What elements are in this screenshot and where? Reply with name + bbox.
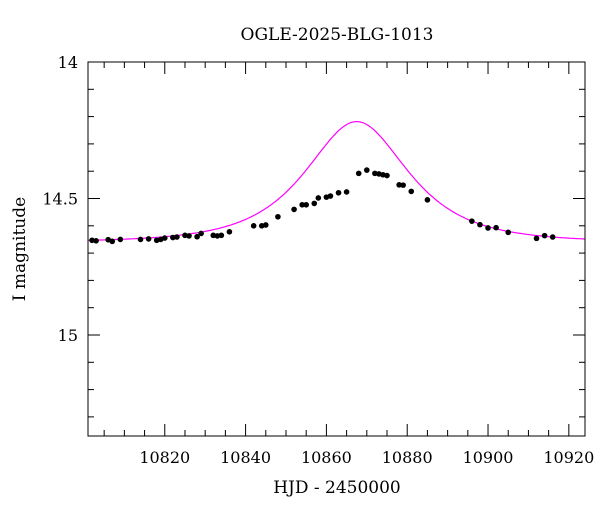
data-point	[384, 172, 390, 179]
data-point	[327, 193, 334, 199]
data-point	[194, 233, 200, 240]
data-point	[315, 195, 322, 201]
data-point	[198, 230, 204, 237]
data-points-layer	[89, 167, 556, 245]
data-point	[311, 200, 318, 207]
data-point	[355, 170, 362, 177]
data-point	[493, 224, 499, 231]
y-tick-label: 14.5	[42, 189, 78, 208]
data-point	[549, 234, 556, 240]
data-point	[408, 188, 415, 195]
x-tick-label: 10840	[220, 448, 271, 467]
data-point	[93, 238, 99, 244]
data-point	[186, 233, 192, 239]
data-point	[396, 182, 402, 188]
x-tick-label: 10900	[463, 448, 514, 467]
data-point	[364, 167, 370, 173]
axis-ticks-layer: 10820 10840 10860 10880 10900 10920 14 14.5 15	[42, 53, 594, 467]
data-point	[343, 189, 350, 195]
data-point	[505, 229, 512, 236]
data-point	[145, 236, 152, 242]
x-tick-label: 10920	[543, 448, 594, 467]
data-point	[303, 201, 309, 208]
model-curve	[88, 120, 586, 241]
x-tick-label: 10860	[301, 448, 352, 467]
data-point	[291, 206, 297, 213]
data-point	[533, 235, 540, 242]
data-point	[117, 236, 124, 243]
data-point	[400, 182, 406, 188]
y-tick-label: 15	[58, 326, 78, 345]
data-point	[218, 232, 225, 239]
data-point	[161, 235, 168, 241]
x-tick-label: 10820	[139, 448, 190, 467]
data-point	[262, 222, 269, 228]
data-point	[477, 221, 483, 228]
data-point	[469, 218, 475, 224]
data-point	[299, 201, 305, 208]
data-point	[137, 236, 144, 243]
x-axis-label: HJD - 2450000	[273, 478, 401, 498]
data-point	[485, 225, 491, 231]
data-point	[109, 238, 116, 245]
model-curve-layer	[88, 120, 586, 241]
data-point	[275, 213, 281, 220]
data-point	[250, 222, 257, 229]
x-tick-label: 10880	[382, 448, 433, 467]
y-tick-label: 14	[58, 53, 78, 72]
data-point	[424, 197, 431, 203]
chart-title: OGLE-2025-BLG-1013	[241, 25, 434, 45]
plot-frame	[87, 61, 586, 437]
y-axis-label: I magnitude	[10, 197, 30, 301]
data-point	[174, 234, 180, 240]
data-point	[335, 189, 342, 196]
data-point	[226, 229, 233, 235]
data-point	[541, 232, 548, 239]
